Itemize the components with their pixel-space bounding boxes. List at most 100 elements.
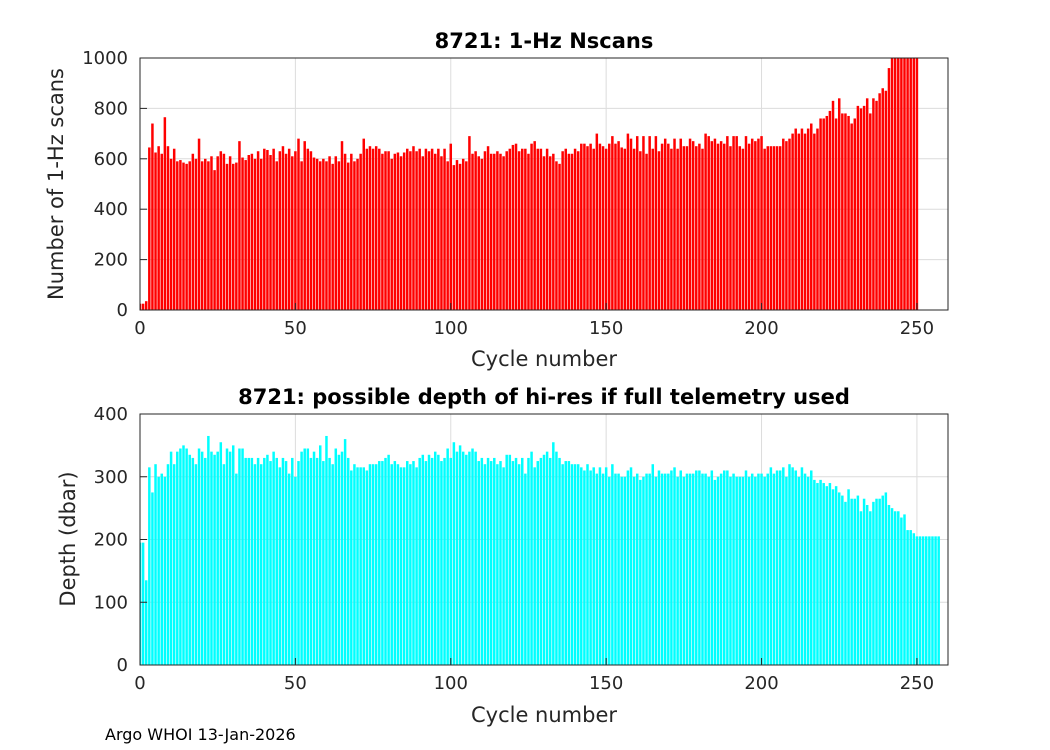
bar-depth-cycle-222: [828, 483, 832, 665]
bar-nscans-cycle-190: [729, 146, 732, 310]
bar-depth-cycle-227: [844, 501, 847, 665]
bar-depth-cycle-179: [695, 470, 698, 665]
bar-depth-cycle-1: [141, 542, 145, 665]
bar-nscans-cycle-80: [387, 151, 390, 310]
bar-nscans-cycle-1: [141, 303, 145, 310]
bar-depth-cycle-73: [365, 470, 369, 665]
y-tick-label: 600: [94, 149, 128, 170]
bar-nscans-cycle-35: [247, 155, 251, 310]
bar-depth-cycle-152: [611, 464, 614, 665]
bar-depth-cycle-230: [853, 498, 857, 665]
x-axis-label-depth: Cycle number: [471, 703, 617, 727]
bar-depth-cycle-189: [726, 470, 729, 665]
bar-nscans-cycle-81: [390, 158, 393, 310]
bar-nscans-cycle-162: [642, 136, 645, 310]
bar-nscans-cycle-7: [160, 153, 163, 310]
bar-nscans-cycle-161: [639, 151, 642, 310]
bar-depth-cycle-60: [325, 435, 328, 665]
bar-depth-cycle-192: [735, 476, 738, 665]
bar-depth-cycle-82: [393, 461, 397, 665]
y-axis-label-nscans: Number of 1-Hz scans: [44, 68, 68, 300]
bar-nscans-cycle-239: [881, 88, 884, 311]
bar-nscans-cycle-16: [188, 161, 191, 310]
bar-nscans-cycle-216: [810, 123, 813, 311]
bar-nscans-cycle-88: [412, 146, 415, 310]
bar-nscans-cycle-19: [197, 138, 201, 310]
bar-nscans-cycle-114: [493, 153, 496, 310]
bar-nscans-cycle-223: [831, 100, 835, 310]
bar-nscans-cycle-155: [620, 147, 623, 310]
bar-depth-cycle-120: [511, 461, 515, 665]
bar-nscans-cycle-231: [856, 105, 860, 310]
bar-depth-cycle-35: [247, 457, 251, 665]
bar-nscans-cycle-249: [912, 58, 916, 310]
bar-nscans-cycle-92: [424, 148, 428, 310]
bar-nscans-cycle-233: [862, 105, 866, 310]
bar-nscans-cycle-143: [583, 143, 586, 310]
bar-nscans-cycle-176: [685, 146, 689, 310]
bar-depth-cycle-16: [188, 454, 191, 665]
bar-depth-cycle-77: [378, 461, 381, 665]
bar-depth-cycle-27: [222, 464, 226, 665]
bar-nscans-cycle-117: [502, 156, 505, 310]
bar-nscans-cycle-96: [437, 148, 440, 310]
bar-depth-cycle-194: [741, 476, 745, 665]
y-tick-label: 400: [94, 199, 128, 220]
bar-nscans-cycle-153: [614, 143, 617, 310]
bar-nscans-cycle-40: [263, 148, 266, 310]
bar-depth-cycle-81: [390, 464, 393, 665]
bar-nscans-cycle-118: [505, 151, 508, 310]
bar-nscans-cycle-136: [561, 151, 564, 310]
x-tick-label: 150: [589, 673, 623, 694]
bar-nscans-cycle-68: [350, 153, 353, 310]
bar-nscans-cycle-109: [477, 156, 480, 310]
bar-depth-cycle-80: [387, 454, 390, 665]
bar-depth-cycle-223: [831, 489, 835, 665]
x-tick-label: 50: [284, 318, 307, 339]
bar-nscans-cycle-87: [409, 151, 412, 310]
bar-depth-cycle-256: [934, 536, 937, 665]
bar-depth-cycle-164: [648, 473, 651, 665]
ticks-nscans: 0 50 100 150 200 250 0 200 400 600 800 1000: [82, 48, 934, 339]
bar-nscans-cycle-245: [900, 58, 903, 310]
bar-nscans-cycle-248: [909, 58, 912, 310]
chart-title-depth: 8721: possible depth of hi-res if full t…: [238, 385, 850, 409]
bar-nscans-cycle-178: [691, 141, 695, 310]
bar-nscans-cycle-50: [294, 151, 297, 310]
bar-depth-cycle-213: [800, 467, 804, 665]
bar-depth-cycle-162: [642, 476, 645, 665]
bar-nscans-cycle-13: [179, 160, 182, 310]
bar-nscans-cycle-166: [654, 136, 658, 310]
bar-nscans-cycle-203: [769, 146, 773, 310]
bar-nscans-cycle-234: [865, 98, 869, 310]
bar-nscans-cycle-106: [468, 136, 471, 310]
bar-nscans-cycle-72: [362, 138, 365, 310]
bar-nscans-cycle-182: [704, 133, 707, 310]
bar-depth-cycle-74: [368, 464, 372, 665]
bar-nscans-cycle-206: [778, 146, 782, 310]
bar-depth-cycle-114: [493, 457, 496, 665]
bar-nscans-cycle-202: [766, 146, 769, 310]
bar-depth-cycle-85: [402, 467, 406, 665]
bar-nscans-cycle-71: [359, 153, 362, 310]
bar-depth-cycle-140: [573, 464, 577, 665]
bar-nscans-cycle-116: [499, 153, 502, 310]
bar-depth-cycle-175: [682, 476, 686, 665]
bar-nscans-cycle-128: [536, 148, 540, 310]
bar-nscans-cycle-192: [735, 136, 738, 310]
bar-depth-cycle-105: [465, 454, 468, 665]
bar-depth-cycle-118: [505, 454, 508, 665]
bar-nscans-cycle-69: [353, 161, 356, 310]
bar-depth-cycle-134: [555, 451, 558, 665]
bar-nscans-cycle-56: [312, 157, 316, 310]
bar-nscans-cycle-111: [483, 151, 487, 310]
x-tick-label: 50: [284, 673, 307, 694]
bar-nscans-cycle-129: [539, 148, 543, 310]
bar-nscans-cycle-24: [213, 170, 216, 310]
bar-nscans-cycle-137: [564, 148, 567, 310]
bar-nscans-cycle-52: [300, 161, 303, 310]
bar-depth-cycle-6: [157, 476, 160, 665]
bar-nscans-cycle-59: [322, 158, 325, 310]
bar-nscans-cycle-67: [346, 162, 350, 310]
